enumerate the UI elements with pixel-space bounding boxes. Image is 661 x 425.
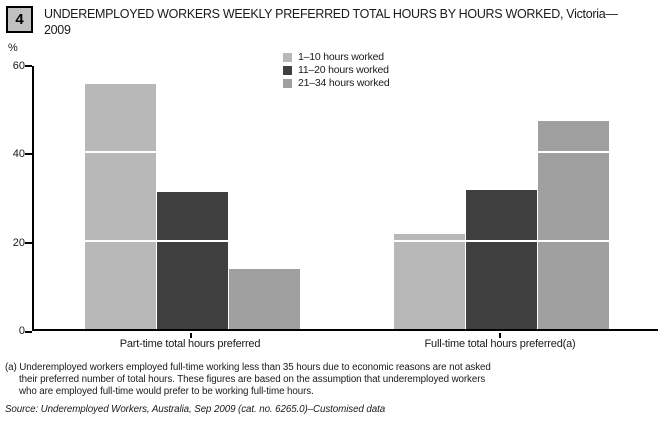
legend: 1–10 hours worked 11–20 hours worked 21–… — [283, 51, 390, 90]
gridline-40 — [34, 151, 658, 153]
gridline-20 — [34, 240, 658, 242]
legend-label-11-20: 11–20 hours worked — [298, 64, 389, 76]
y-tick-mark-60 — [25, 65, 32, 67]
bar-fulltime-series-2 — [538, 121, 609, 329]
legend-item-1-10: 1–10 hours worked — [283, 51, 390, 63]
y-tick-mark-40 — [25, 153, 32, 155]
bar-parttime-series-1 — [157, 192, 228, 329]
source-note: Source: Underemployed Workers, Australia… — [5, 404, 386, 415]
bar-parttime-series-2 — [229, 269, 300, 329]
legend-swatch-21-34 — [283, 78, 292, 88]
category-label-parttime: Part-time total hours preferred — [119, 338, 261, 350]
y-tick-mark-0 — [25, 331, 32, 333]
y-tick-label-0: 0 — [18, 325, 25, 337]
figure-title: UNDEREMPLOYED WORKERS WEEKLY PREFERRED T… — [44, 7, 656, 38]
x-tick-mark-fulltime — [499, 333, 501, 338]
legend-swatch-11-20 — [283, 65, 292, 75]
bar-fulltime-series-0 — [394, 234, 465, 329]
bar-fulltime-series-1 — [466, 190, 537, 329]
plot-area — [32, 66, 658, 331]
y-tick-label-60: 60 — [12, 60, 25, 72]
footnote-line-3: who are employed full-time would prefer … — [19, 386, 314, 397]
footnote-line-1: (a) Underemployed workers employed full-… — [5, 362, 491, 373]
category-label-fulltime: Full-time total hours preferred(a) — [424, 338, 576, 350]
legend-swatch-1-10 — [283, 52, 292, 62]
figure-title-line-1: UNDEREMPLOYED WORKERS WEEKLY PREFERRED T… — [44, 7, 618, 21]
legend-label-21-34: 21–34 hours worked — [298, 77, 390, 89]
y-tick-label-20: 20 — [12, 237, 25, 249]
legend-label-1-10: 1–10 hours worked — [298, 51, 384, 63]
y-tick-mark-20 — [25, 242, 32, 244]
bar-parttime-series-0 — [85, 84, 156, 329]
figure-title-line-2: 2009 — [44, 22, 71, 37]
y-axis-unit-label: % — [8, 42, 18, 54]
y-tick-label-40: 40 — [12, 148, 25, 160]
figure-number: 4 — [15, 11, 24, 28]
legend-item-21-34: 21–34 hours worked — [283, 77, 390, 89]
legend-item-11-20: 11–20 hours worked — [283, 64, 390, 76]
x-tick-mark-parttime — [190, 333, 192, 338]
figure-number-box: 4 — [6, 6, 33, 33]
footnote-line-2: their preferred number of total hours. T… — [19, 374, 486, 385]
footnote: (a) Underemployed workers employed full-… — [5, 362, 655, 398]
